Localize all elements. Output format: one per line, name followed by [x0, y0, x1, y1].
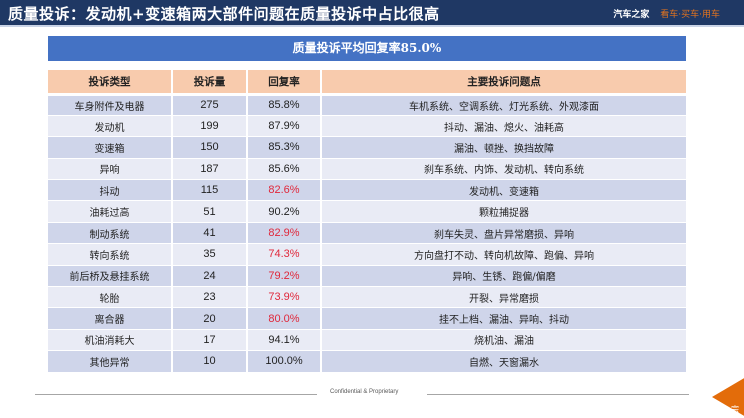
cell-reply-rate: 73.9% — [247, 286, 322, 309]
column-header-count: 投诉量 — [172, 70, 248, 96]
cell-main-issues: 抖动、漏油、熄火、油耗高 — [321, 115, 686, 138]
brand-logo: 汽车之家 看车·买车·用车 — [613, 7, 720, 20]
corner-glyph: 宗 — [731, 405, 739, 414]
cell-complaint-type: 转向系统 — [48, 243, 173, 266]
cell-complaint-count: 17 — [172, 329, 248, 352]
cell-complaint-type: 机油消耗大 — [48, 329, 173, 352]
cell-main-issues: 车机系统、空调系统、灯光系统、外观漆面 — [321, 94, 686, 116]
cell-reply-rate: 100.0% — [247, 350, 322, 373]
cell-complaint-type: 车身附件及电器 — [48, 94, 173, 116]
column-header-rate: 回复率 — [247, 70, 322, 96]
cell-reply-rate: 85.6% — [247, 158, 322, 181]
cell-main-issues: 挂不上档、漏油、异响、抖动 — [321, 307, 686, 330]
table-row: 离合器 20 80.0% 挂不上档、漏油、异响、抖动 — [48, 307, 686, 330]
cell-complaint-count: 41 — [172, 222, 248, 245]
cell-main-issues: 方向盘打不动、转向机故障、跑偏、异响 — [321, 243, 686, 266]
cell-reply-rate: 87.9% — [247, 115, 322, 138]
column-header-type: 投诉类型 — [48, 70, 173, 96]
cell-main-issues: 异响、生锈、跑偏/偏磨 — [321, 265, 686, 288]
cell-complaint-type: 异响 — [48, 158, 173, 181]
cell-reply-rate: 80.0% — [247, 307, 322, 330]
table-header-row: 投诉类型 投诉量 回复率 主要投诉问题点 — [48, 70, 686, 96]
cell-complaint-count: 51 — [172, 200, 248, 223]
cell-main-issues: 漏油、顿挫、换挡故障 — [321, 136, 686, 159]
cell-complaint-count: 35 — [172, 243, 248, 266]
cell-complaint-count: 150 — [172, 136, 248, 159]
cell-complaint-count: 23 — [172, 286, 248, 309]
cell-complaint-count: 275 — [172, 94, 248, 116]
table-row: 油耗过高 51 90.2% 颗粒捕捉器 — [48, 200, 686, 223]
table-row: 制动系统 41 82.9% 刹车失灵、盘片异常磨损、异响 — [48, 222, 686, 245]
table-body: 车身附件及电器 275 85.8% 车机系统、空调系统、灯光系统、外观漆面 发动机 199… — [48, 94, 686, 373]
footer-divider-right — [427, 394, 689, 395]
cell-main-issues: 刹车失灵、盘片异常磨损、异响 — [321, 222, 686, 245]
corner-triangle-decoration — [712, 377, 744, 417]
cell-main-issues: 颗粒捕捉器 — [321, 200, 686, 223]
cell-complaint-type: 前后桥及悬挂系统 — [48, 265, 173, 288]
cell-main-issues: 发动机、变速箱 — [321, 179, 686, 202]
cell-reply-rate: 79.2% — [247, 265, 322, 288]
cell-complaint-type: 离合器 — [48, 307, 173, 330]
table-row: 变速箱 150 85.3% 漏油、顿挫、换挡故障 — [48, 136, 686, 159]
title-bar: 质量投诉：发动机+变速箱两大部件问题在质量投诉中占比很高 汽车之家 看车·买车·… — [0, 0, 744, 27]
cell-complaint-count: 24 — [172, 265, 248, 288]
cell-complaint-count: 115 — [172, 179, 248, 202]
cell-complaint-count: 20 — [172, 307, 248, 330]
cell-complaint-type: 变速箱 — [48, 136, 173, 159]
brand-slogan: 看车·买车·用车 — [660, 10, 720, 20]
cell-reply-rate: 74.3% — [247, 243, 322, 266]
cell-complaint-count: 10 — [172, 350, 248, 373]
table-row: 机油消耗大 17 94.1% 烧机油、漏油 — [48, 329, 686, 352]
complaint-table: 投诉类型 投诉量 回复率 主要投诉问题点 车身附件及电器 275 85.8% 车机系统… — [48, 70, 686, 373]
brand-name: 汽车之家 — [613, 10, 650, 20]
cell-reply-rate: 90.2% — [247, 200, 322, 223]
cell-main-issues: 开裂、异常磨损 — [321, 286, 686, 309]
column-header-issues: 主要投诉问题点 — [321, 70, 686, 96]
cell-complaint-type: 抖动 — [48, 179, 173, 202]
cell-reply-rate: 94.1% — [247, 329, 322, 352]
page-title: 质量投诉：发动机+变速箱两大部件问题在质量投诉中占比很高 — [8, 5, 440, 23]
cell-main-issues: 刹车系统、内饰、发动机、转向系统 — [321, 158, 686, 181]
table-row: 抖动 115 82.6% 发动机、变速箱 — [48, 179, 686, 202]
cell-reply-rate: 82.9% — [247, 222, 322, 245]
table-row: 车身附件及电器 275 85.8% 车机系统、空调系统、灯光系统、外观漆面 — [48, 94, 686, 116]
cell-main-issues: 烧机油、漏油 — [321, 329, 686, 352]
table-row: 异响 187 85.6% 刹车系统、内饰、发动机、转向系统 — [48, 158, 686, 181]
cell-complaint-type: 其他异常 — [48, 350, 173, 373]
cell-reply-rate: 85.3% — [247, 136, 322, 159]
table-row: 其他异常 10 100.0% 自燃、天窗漏水 — [48, 350, 686, 373]
cell-complaint-type: 发动机 — [48, 115, 173, 138]
table-row: 轮胎 23 73.9% 开裂、异常磨损 — [48, 286, 686, 309]
table-row: 前后桥及悬挂系统 24 79.2% 异响、生锈、跑偏/偏磨 — [48, 265, 686, 288]
cell-reply-rate: 85.8% — [247, 94, 322, 116]
cell-main-issues: 自燃、天窗漏水 — [321, 350, 686, 373]
footer-confidential-label: Confidential & Proprietary — [330, 389, 399, 395]
cell-reply-rate: 82.6% — [247, 179, 322, 202]
average-reply-rate-banner: 质量投诉平均回复率85.0% — [48, 36, 686, 61]
cell-complaint-type: 轮胎 — [48, 286, 173, 309]
cell-complaint-count: 199 — [172, 115, 248, 138]
cell-complaint-type: 油耗过高 — [48, 200, 173, 223]
cell-complaint-type: 制动系统 — [48, 222, 173, 245]
cell-complaint-count: 187 — [172, 158, 248, 181]
footer-divider-left — [35, 394, 317, 395]
table-row: 转向系统 35 74.3% 方向盘打不动、转向机故障、跑偏、异响 — [48, 243, 686, 266]
table-row: 发动机 199 87.9% 抖动、漏油、熄火、油耗高 — [48, 115, 686, 138]
